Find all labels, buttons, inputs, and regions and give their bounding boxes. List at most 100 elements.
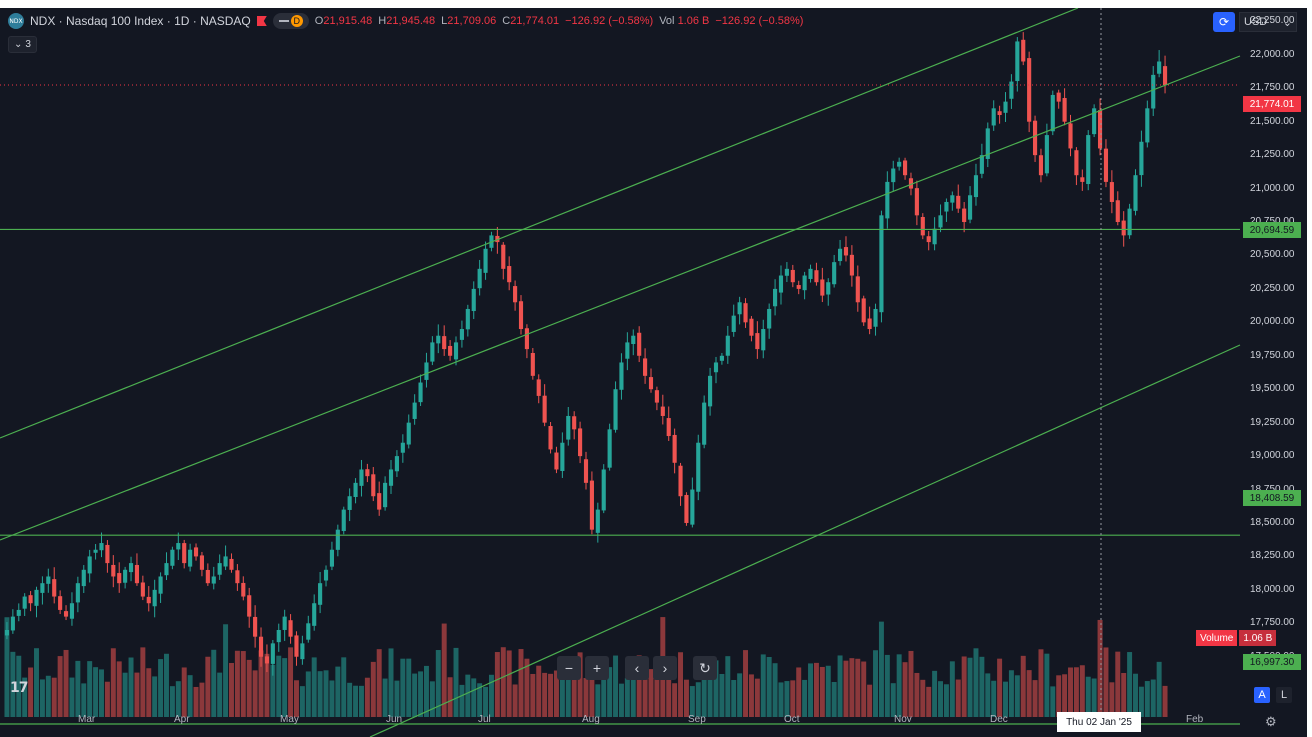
candle-body: [258, 636, 264, 657]
symbol-title[interactable]: NDX · Nasdaq 100 Index · 1D · NASDAQ: [30, 14, 251, 28]
price-tick: 21,000.00: [1250, 182, 1295, 194]
volume-bar: [329, 680, 335, 717]
volume-bar: [1103, 647, 1109, 717]
candle-body: [702, 402, 707, 445]
candle-body: [453, 342, 459, 360]
candle-body: [973, 175, 979, 198]
candle-body: [146, 596, 151, 604]
volume-bar: [737, 673, 743, 717]
candle-body: [40, 583, 45, 593]
volume-bar: [884, 654, 890, 717]
candle-body: [211, 576, 216, 584]
volume-bar: [1003, 681, 1008, 717]
volume-bar: [1050, 686, 1056, 717]
price-tick: 21,250.00: [1250, 149, 1295, 161]
candle-body: [394, 456, 399, 472]
volume-bar: [512, 684, 518, 717]
candle-body: [654, 390, 659, 403]
volume-bar: [63, 649, 69, 717]
candle-body: [170, 549, 175, 566]
axis-top-controls: ⟳ USD ⌄: [1213, 12, 1297, 32]
gear-icon[interactable]: ⚙: [1265, 714, 1277, 729]
zoom-in-button[interactable]: +: [585, 656, 609, 680]
time-tick: Apr: [174, 714, 190, 725]
candle-body: [560, 442, 565, 471]
volume-bar: [559, 666, 565, 717]
candle-body: [926, 236, 931, 243]
volume-bar: [234, 650, 240, 717]
volume-bar: [636, 655, 642, 717]
volume-bar: [683, 679, 689, 717]
volume-bar: [364, 677, 370, 717]
volume-bar: [4, 617, 10, 717]
time-tick: Jul: [478, 714, 491, 725]
flag-icon[interactable]: [256, 16, 267, 26]
candle-body: [158, 576, 163, 594]
volume-bar: [630, 659, 636, 717]
price-chart[interactable]: [0, 8, 1307, 737]
candle-body: [10, 616, 15, 631]
indicators-toggle[interactable]: ⌄ 3: [8, 36, 37, 53]
candle-body: [75, 583, 80, 603]
candle-body: [253, 616, 258, 637]
candle-body: [962, 208, 967, 223]
volume-bar: [229, 662, 234, 717]
candle-body: [749, 318, 754, 336]
price-tick: 20,000.00: [1250, 316, 1295, 328]
candle-body: [93, 549, 98, 553]
candle-body: [1027, 58, 1032, 122]
candle-body: [459, 329, 464, 340]
volume-bar: [648, 669, 654, 717]
volume-bar: [618, 683, 624, 717]
currency-select[interactable]: USD ⌄: [1239, 12, 1297, 32]
reset-chart-button[interactable]: ↻: [693, 656, 717, 680]
volume-bar: [695, 682, 701, 717]
candle-body: [867, 318, 872, 330]
scroll-right-button[interactable]: ›: [653, 656, 677, 680]
candle-body: [412, 402, 417, 419]
candle-body: [513, 286, 518, 303]
volume-bar: [181, 667, 187, 717]
volume-bar: [725, 656, 731, 717]
candle-body: [843, 247, 849, 256]
candle-body: [743, 303, 748, 323]
volume-bar: [394, 680, 400, 717]
volume-bar: [808, 663, 814, 717]
volume-bar: [293, 680, 299, 717]
volume-bar: [104, 681, 110, 717]
log-scale-button[interactable]: L: [1276, 687, 1292, 703]
candle-body: [140, 582, 145, 597]
volume-bar: [719, 673, 725, 717]
candle-body: [264, 656, 270, 664]
auto-scale-button[interactable]: A: [1254, 687, 1270, 703]
ndx-logo-icon: NDX: [8, 13, 24, 29]
volume-bar: [890, 683, 896, 717]
interval-pill[interactable]: D: [272, 13, 309, 29]
candle-body: [501, 244, 506, 269]
volume-bar: [1121, 673, 1127, 717]
sync-icon[interactable]: ⟳: [1213, 12, 1235, 32]
price-tick: 20,750.00: [1250, 216, 1295, 227]
time-tick: Aug: [582, 714, 600, 725]
tradingview-logo-icon[interactable]: 17: [10, 680, 29, 696]
crosshair-date-label: Thu 02 Jan '25: [1057, 712, 1141, 732]
volume-value: 1.06 B: [1239, 630, 1277, 646]
candle-body: [637, 332, 642, 356]
candle-body: [832, 262, 837, 285]
volume-bar: [28, 667, 34, 717]
candle-body: [335, 529, 340, 550]
candle-body: [820, 279, 825, 296]
candle-body: [1003, 101, 1008, 113]
candle-body: [300, 643, 305, 660]
candle-body: [1162, 66, 1168, 86]
volume-bar: [282, 658, 288, 717]
candle-body: [424, 362, 429, 380]
candle-body: [625, 342, 630, 359]
scroll-left-button[interactable]: ‹: [625, 656, 649, 680]
candle-body: [1127, 208, 1132, 236]
volume-bar: [825, 665, 831, 717]
zoom-out-button[interactable]: −: [557, 656, 581, 680]
candle-body: [1068, 123, 1073, 149]
chart-frame: NDX NDX · Nasdaq 100 Index · 1D · NASDAQ…: [0, 8, 1307, 737]
candle-body: [1092, 108, 1097, 135]
